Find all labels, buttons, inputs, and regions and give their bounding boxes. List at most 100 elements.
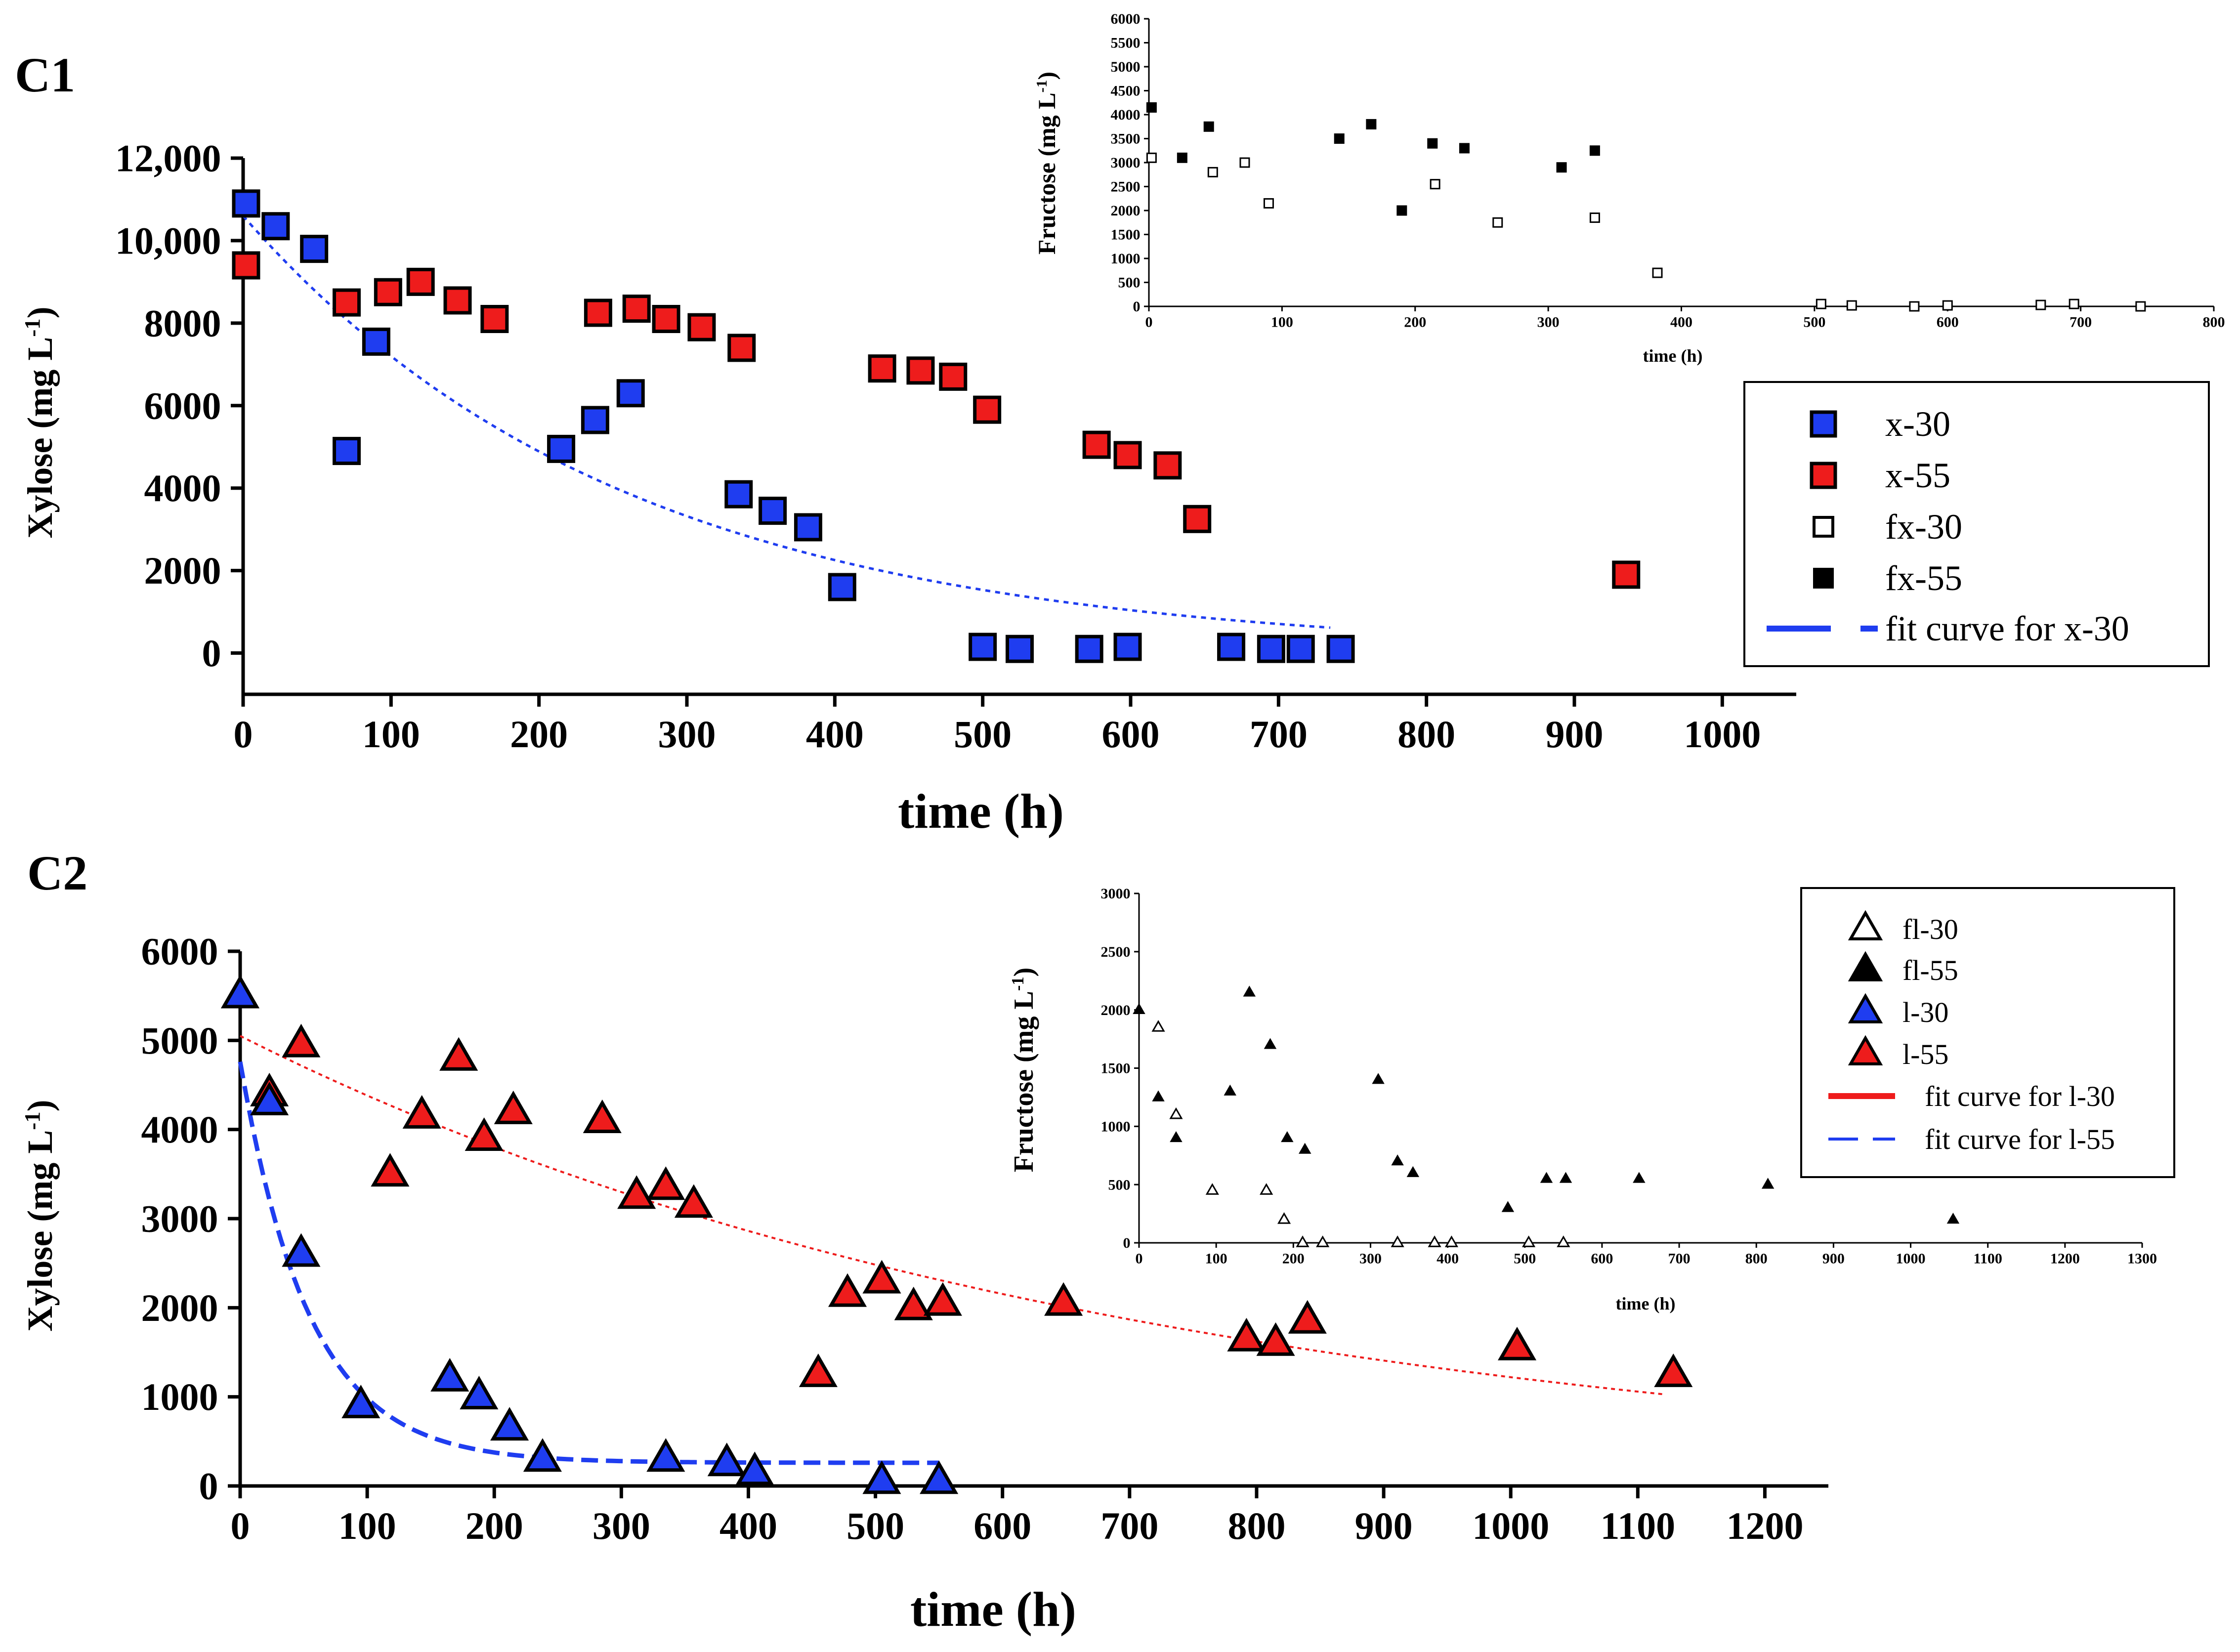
c2-point-l-30 bbox=[460, 1376, 499, 1409]
c2-y-tick-label: 5000 bbox=[141, 1019, 218, 1062]
c2-y-tick-label: 2000 bbox=[141, 1286, 218, 1329]
c1-inset-y-tick-label: 500 bbox=[1118, 275, 1141, 291]
c2-inset-point-fl-55 bbox=[1559, 1172, 1572, 1183]
c1-point-x-55 bbox=[1082, 430, 1111, 459]
c2-point-l-55 bbox=[494, 1090, 533, 1124]
c2-inset-point-fl-30 bbox=[1277, 1212, 1291, 1224]
panel-label-c2: C2 bbox=[27, 846, 87, 900]
c1-point-x-55 bbox=[622, 295, 651, 323]
c2-inset-point-fl-30 bbox=[1522, 1235, 1536, 1247]
c2-legend-label: fl-30 bbox=[1902, 913, 1958, 945]
c2-inset-point-fl-55 bbox=[1633, 1172, 1646, 1183]
c2-inset-point-fl-55 bbox=[1299, 1143, 1311, 1154]
c1-point-x-55 bbox=[374, 278, 402, 306]
c1-inset-x-tick-label: 100 bbox=[1271, 314, 1293, 331]
c2-inset-x-tick-label: 600 bbox=[1591, 1251, 1613, 1267]
c1-point-x-55 bbox=[1113, 441, 1142, 469]
c2-point-l-55 bbox=[1256, 1322, 1295, 1356]
c2-inset-point-fl-30 bbox=[1316, 1235, 1330, 1247]
c2-y-tick-label: 3000 bbox=[141, 1197, 218, 1240]
c1-x-axis-title: time (h) bbox=[898, 784, 1064, 839]
c2-inset-point-fl-55 bbox=[1761, 1178, 1775, 1189]
c2-x-tick-label: 100 bbox=[338, 1504, 396, 1547]
c1-x-tick-label: 300 bbox=[658, 713, 716, 756]
c1-inset-x-tick-label: 500 bbox=[1803, 314, 1825, 331]
c2-point-l-55 bbox=[465, 1117, 504, 1151]
c1-inset-x-tick-label: 700 bbox=[2070, 314, 2092, 331]
c2-point-l-30 bbox=[341, 1385, 380, 1419]
c2-point-l-30 bbox=[523, 1438, 562, 1472]
c1-x-tick-label: 500 bbox=[954, 713, 1012, 756]
c1-point-x-55 bbox=[1153, 451, 1182, 480]
c2-point-l-55 bbox=[1044, 1282, 1083, 1316]
c2-point-l-30 bbox=[920, 1460, 959, 1494]
c2-inset-point-fl-55 bbox=[1133, 1003, 1145, 1014]
c2-point-l-55 bbox=[894, 1286, 933, 1320]
c2-x-tick-label: 0 bbox=[231, 1504, 250, 1547]
c1-inset-point-fx-55 bbox=[1177, 152, 1187, 163]
c1-inset-point-fx-30 bbox=[1430, 179, 1440, 190]
c1-x-tick-label: 200 bbox=[510, 713, 568, 756]
c2-inset-point-fl-30 bbox=[1169, 1107, 1183, 1119]
c2-point-l-55 bbox=[371, 1153, 410, 1187]
c2-x-tick-label: 600 bbox=[973, 1504, 1031, 1547]
c1-x-tick-label: 1000 bbox=[1684, 713, 1761, 756]
c2-inset-point-fl-55 bbox=[1372, 1073, 1385, 1084]
c1-point-x-55 bbox=[232, 251, 260, 280]
c2-point-l-55 bbox=[583, 1100, 622, 1133]
c2-x-tick-label: 1000 bbox=[1472, 1504, 1549, 1547]
c1-inset-point-fx-30 bbox=[2069, 298, 2079, 309]
c1-inset-point-fx-55 bbox=[1396, 205, 1407, 216]
c2-inset-x-tick-label: 500 bbox=[1514, 1251, 1536, 1267]
c1-inset-y-tick-label: 4500 bbox=[1111, 83, 1141, 99]
c1-inset-point-fx-30 bbox=[1263, 198, 1274, 209]
c2-x-tick-label: 500 bbox=[846, 1504, 904, 1547]
c2-legend-label: l-55 bbox=[1902, 1038, 1948, 1070]
c2-fit-curve-l-55 bbox=[238, 1061, 939, 1465]
c2-point-l-55 bbox=[439, 1037, 478, 1071]
c2-inset-point-fl-30 bbox=[1296, 1235, 1310, 1247]
c1-point-x-30 bbox=[581, 406, 609, 434]
c2-inset-point-fl-55 bbox=[1243, 985, 1256, 997]
c1-point-x-30 bbox=[362, 327, 390, 356]
c2-fit-curve-l-30 bbox=[240, 1035, 1663, 1396]
c2-point-l-30 bbox=[220, 974, 260, 1009]
c1-point-x-55 bbox=[868, 354, 896, 383]
c2-point-l-30 bbox=[250, 1081, 289, 1115]
c2-inset-point-fl-30 bbox=[1557, 1235, 1570, 1247]
c2-inset-y-tick-label: 500 bbox=[1108, 1177, 1131, 1193]
c2-inset-point-fl-30 bbox=[1205, 1183, 1219, 1195]
c1-point-x-30 bbox=[1217, 633, 1246, 661]
c1-legend-marker-fx-55 bbox=[1813, 568, 1834, 589]
c1-x-tick-label: 900 bbox=[1546, 713, 1604, 756]
c1-x-tick-label: 0 bbox=[234, 713, 253, 756]
c1-legend-label: x-55 bbox=[1885, 456, 1950, 495]
c2-y-tick-label: 1000 bbox=[141, 1375, 218, 1418]
c1-y-tick-label: 2000 bbox=[144, 549, 221, 592]
c1-inset-x-axis-title: time (h) bbox=[1643, 346, 1703, 366]
c2-point-l-30 bbox=[282, 1233, 321, 1267]
c1-inset-point-fx-30 bbox=[2135, 301, 2146, 312]
c2-inset-point-fl-30 bbox=[1444, 1235, 1459, 1247]
c2-inset-point-fl-55 bbox=[1406, 1166, 1420, 1177]
c1-point-x-55 bbox=[906, 356, 935, 385]
c1-legend-label: fx-30 bbox=[1885, 507, 1962, 547]
c2-inset-x-tick-label: 0 bbox=[1136, 1251, 1143, 1267]
c2-point-l-55 bbox=[862, 1260, 901, 1294]
c1-inset-point-fx-55 bbox=[1556, 162, 1567, 173]
c2-point-l-55 bbox=[282, 1023, 321, 1058]
c2-inset-point-fl-55 bbox=[1946, 1212, 1960, 1224]
c2-x-tick-label: 800 bbox=[1227, 1504, 1285, 1547]
c1-inset-y-tick-label: 5500 bbox=[1111, 35, 1141, 51]
c2-inset-x-tick-label: 1200 bbox=[2050, 1251, 2080, 1267]
c1-point-x-55 bbox=[406, 267, 435, 296]
c1-legend-label: fit curve for x-30 bbox=[1885, 609, 2129, 648]
c1-inset-y-tick-label: 3500 bbox=[1111, 131, 1141, 147]
c2-point-l-55 bbox=[1498, 1326, 1537, 1360]
c2-inset-x-tick-label: 700 bbox=[1668, 1251, 1691, 1267]
c2-x-tick-label: 300 bbox=[592, 1504, 650, 1547]
c1-y-axis-title: Xylose (mg L-1) bbox=[20, 306, 60, 538]
c1-inset-point-fx-55 bbox=[1203, 121, 1214, 132]
c2-legend-marker-fl-30 bbox=[1848, 910, 1883, 940]
